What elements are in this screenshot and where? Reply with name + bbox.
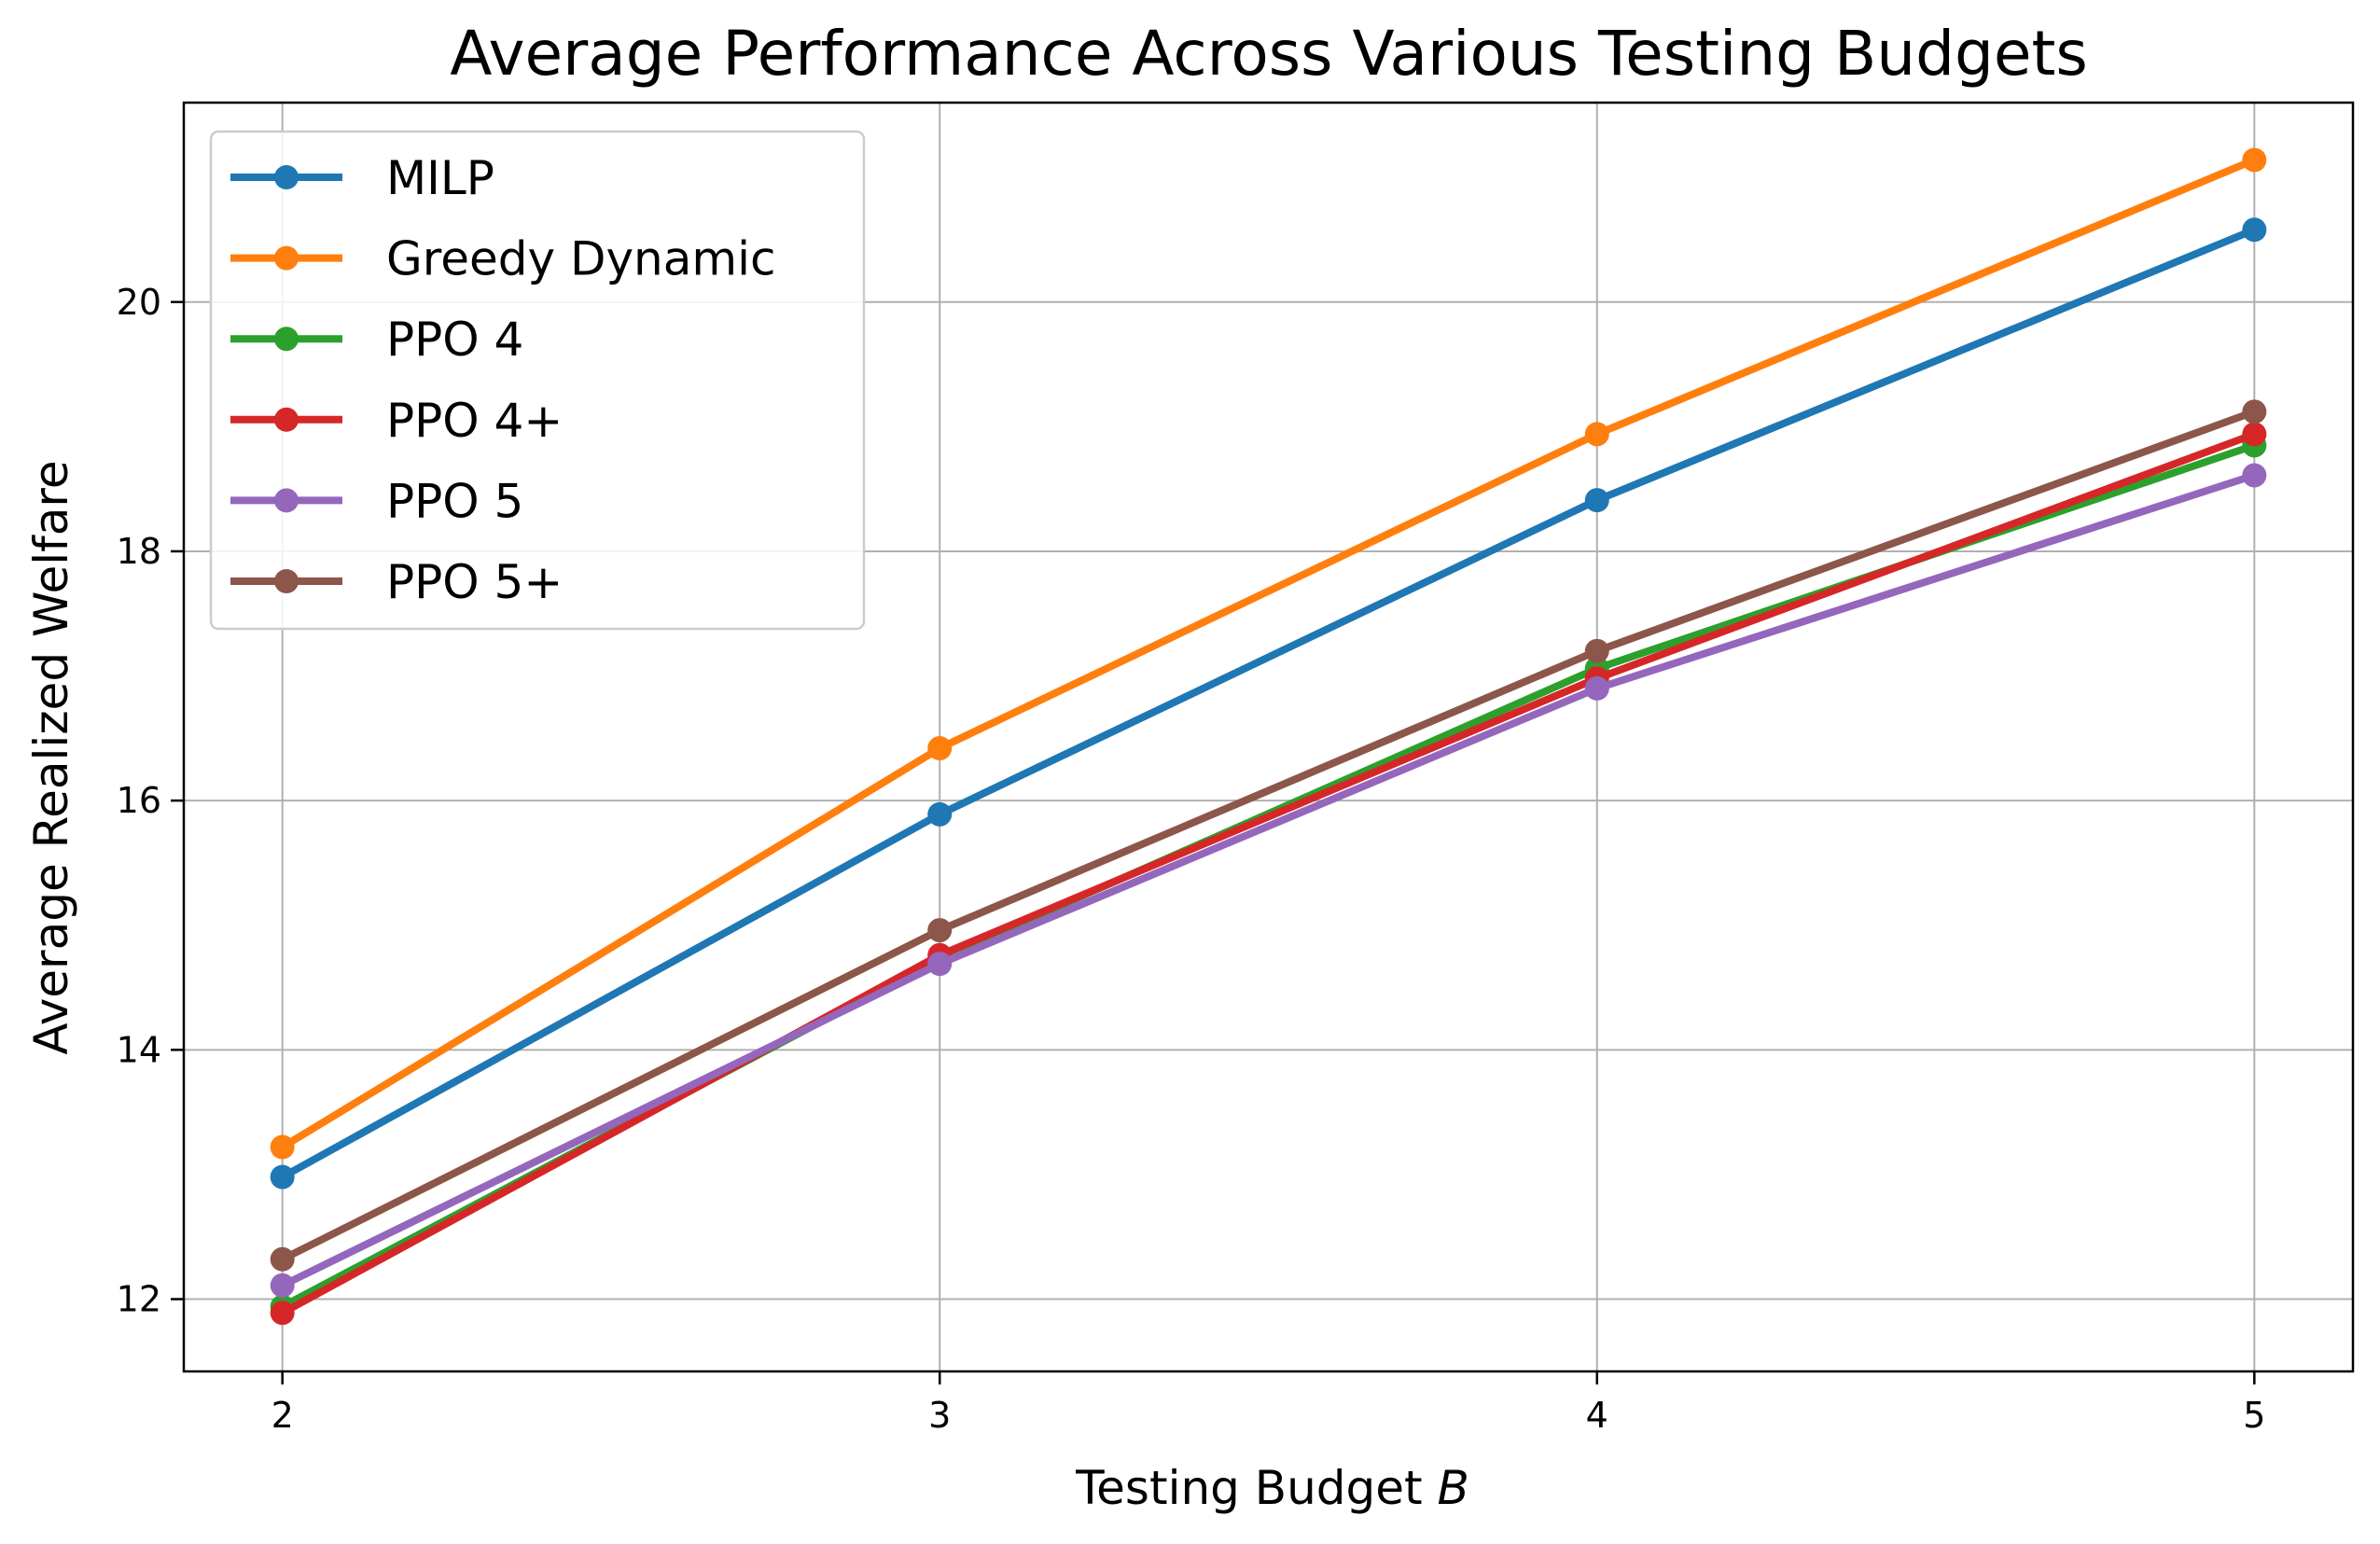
y-tick-label: 16 bbox=[117, 780, 161, 821]
series-line bbox=[277, 225, 2260, 1183]
legend-label: Greedy Dynamic bbox=[386, 232, 775, 286]
x-tick-label: 4 bbox=[1586, 1395, 1608, 1436]
legend-item: PPO 4 bbox=[230, 313, 523, 367]
legend-label: MILP bbox=[386, 151, 494, 205]
data-point bbox=[1584, 422, 1609, 447]
legend-marker bbox=[274, 327, 299, 352]
legend-box bbox=[209, 130, 866, 631]
x-axis-label-space bbox=[1423, 1461, 1438, 1515]
data-point bbox=[2242, 147, 2267, 173]
y-tick-label: 12 bbox=[117, 1279, 161, 1320]
legend: MILP Greedy Dynamic PPO 4 PPO 4+ PPO 5 PPO 5+ bbox=[209, 130, 866, 631]
data-point bbox=[1584, 488, 1609, 513]
plot-area-frame bbox=[182, 101, 2355, 1373]
x-tick-label: 2 bbox=[271, 1395, 294, 1436]
data-point bbox=[927, 918, 953, 943]
data-point bbox=[2242, 399, 2267, 424]
data-point bbox=[927, 801, 953, 827]
data-point bbox=[270, 1273, 295, 1298]
legend-item: Greedy Dynamic bbox=[230, 232, 775, 286]
legend-marker bbox=[274, 488, 299, 513]
data-point bbox=[270, 1134, 295, 1160]
legend-label: PPO 5+ bbox=[386, 555, 563, 609]
y-axis-label: Average Realized Welfare bbox=[24, 460, 78, 1054]
series-milp bbox=[270, 217, 2267, 1189]
series-line bbox=[277, 429, 2260, 1318]
legend-marker bbox=[274, 569, 299, 593]
legend-marker bbox=[274, 407, 299, 432]
legend-marker bbox=[274, 245, 299, 271]
data-point bbox=[1584, 675, 1609, 701]
legend-label: PPO 4+ bbox=[386, 394, 563, 448]
legend-label: PPO 4 bbox=[386, 313, 523, 367]
x-tick-label: 5 bbox=[2243, 1395, 2265, 1436]
x-axis-label-text: Testing Budget bbox=[1075, 1461, 1423, 1515]
series-layer bbox=[270, 147, 2267, 1326]
series-line bbox=[277, 470, 2260, 1291]
data-point bbox=[1584, 638, 1609, 663]
legend-item: MILP bbox=[230, 151, 494, 205]
grid-lines bbox=[184, 103, 2353, 1371]
legend-item: PPO 5 bbox=[230, 474, 523, 528]
legend-marker bbox=[274, 165, 299, 189]
chart-title: Average Performance Across Various Testi… bbox=[450, 18, 2088, 90]
series-line bbox=[277, 407, 2260, 1265]
data-point bbox=[2242, 217, 2267, 243]
legend-item: PPO 4+ bbox=[230, 394, 563, 448]
series-line bbox=[277, 155, 2260, 1153]
series-ppo-5- bbox=[270, 399, 2267, 1272]
data-point bbox=[270, 1164, 295, 1189]
y-tick-label: 20 bbox=[117, 282, 161, 323]
data-point bbox=[270, 1246, 295, 1272]
data-point bbox=[927, 952, 953, 977]
x-axis-label: Testing Budget B bbox=[1075, 1461, 1469, 1515]
x-tick-label: 3 bbox=[928, 1395, 951, 1436]
series-ppo-5 bbox=[270, 463, 2267, 1298]
data-point bbox=[270, 1301, 295, 1326]
data-point bbox=[927, 736, 953, 761]
axis-ticks: 2 3 4 5 12 14 16 18 20 bbox=[117, 282, 2266, 1436]
y-tick-label: 18 bbox=[117, 531, 161, 572]
data-point bbox=[2242, 422, 2267, 447]
legend-label: PPO 5 bbox=[386, 474, 523, 528]
x-axis-variable: B bbox=[1438, 1461, 1469, 1515]
data-point bbox=[2242, 463, 2267, 488]
series-greedy-dynamic bbox=[270, 147, 2267, 1160]
legend-item: PPO 5+ bbox=[230, 555, 563, 609]
y-tick-label: 14 bbox=[117, 1029, 161, 1070]
